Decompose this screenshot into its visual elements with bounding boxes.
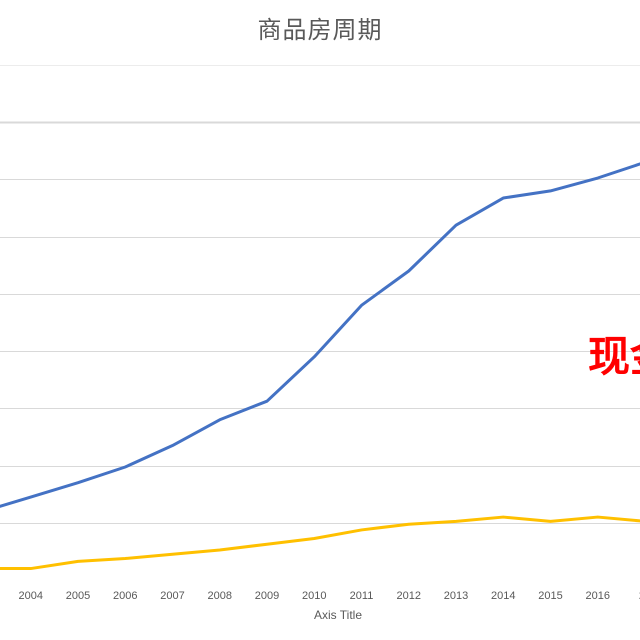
x-tick-label: 2012	[397, 590, 421, 602]
x-tick-label: 2010	[302, 590, 326, 602]
x-tick-label: 20	[639, 590, 640, 602]
series-line-1	[0, 162, 640, 508]
gridlines	[0, 65, 640, 524]
x-tick-label: 2011	[350, 590, 374, 602]
annotation-text: 现金	[588, 332, 640, 381]
x-tick-label: 2008	[208, 590, 232, 602]
x-tick-label: 2006	[113, 590, 137, 602]
x-tick-label: 2014	[491, 590, 515, 602]
x-tick-label: 2007	[160, 590, 184, 602]
x-tick-label: 2013	[444, 590, 468, 602]
chart-title: 商品房周期	[257, 16, 383, 44]
x-tick-label: 2005	[66, 590, 90, 602]
x-tick-label: 2015	[538, 590, 562, 602]
x-axis-title: Axis Title	[314, 608, 362, 622]
series-line-2	[0, 515, 640, 571]
x-tick-label: 2009	[255, 590, 279, 602]
x-tick-label: 2016	[586, 590, 610, 602]
x-tick-label: 2004	[19, 590, 43, 602]
x-axis-tick-labels: 2004 2005 2006 2007 2008 2009 2010 2011 2012 2013…	[19, 590, 640, 602]
series-lines	[0, 162, 640, 571]
